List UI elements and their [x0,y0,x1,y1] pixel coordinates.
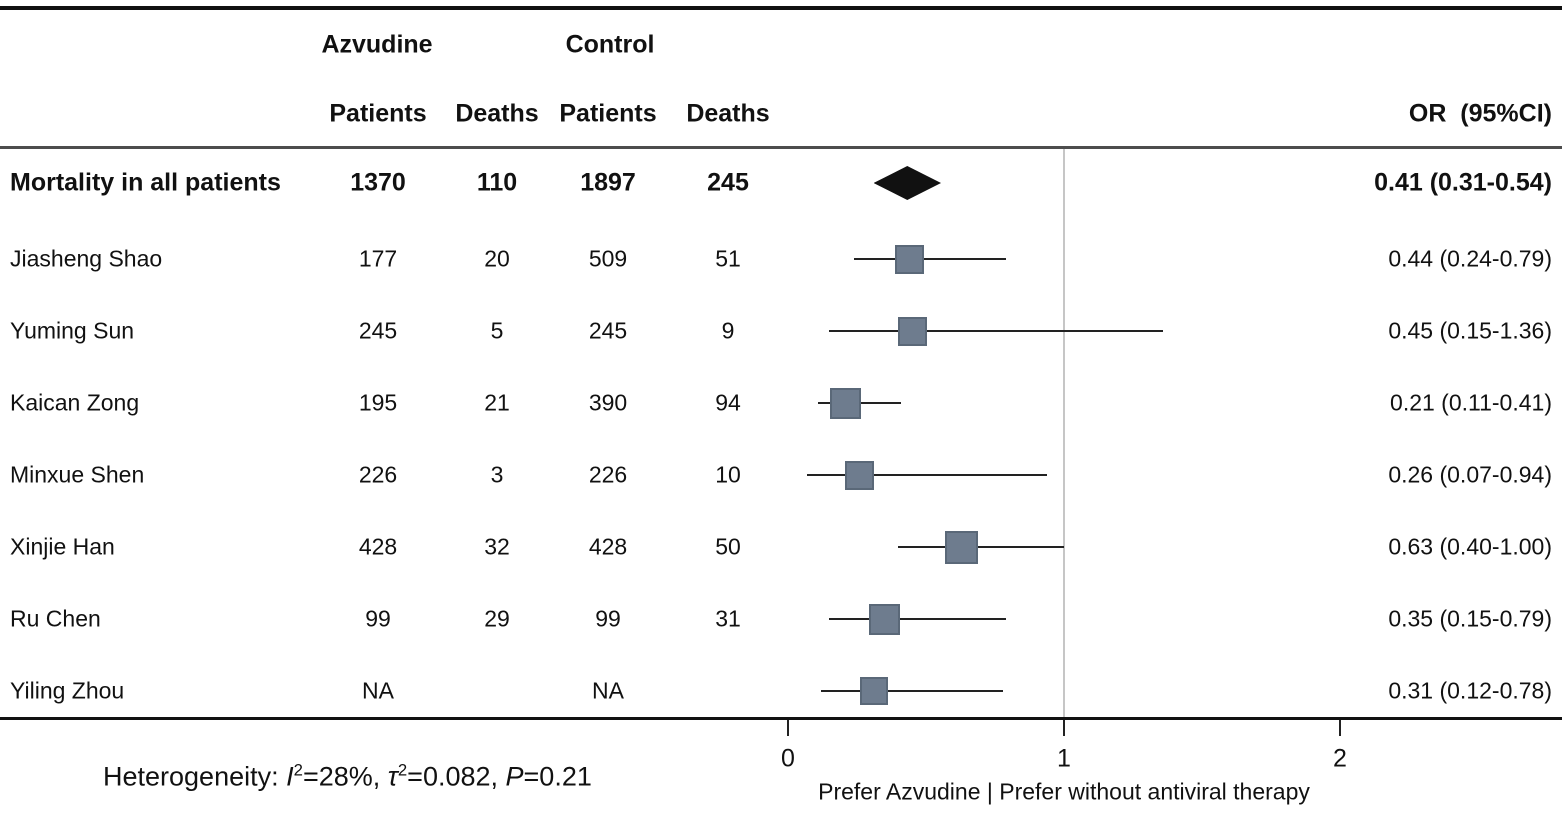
reference-line [1063,149,1065,717]
axis-tick [1339,720,1341,736]
control-deaths-value: 9 [721,317,735,344]
control-deaths-value: 50 [715,533,741,560]
control-deaths-value: 245 [707,168,749,197]
study-label: Yiling Zhou [10,677,125,704]
or-ci-value: 0.21 (0.11-0.41) [1390,389,1552,416]
heterogeneity-segment: 2 [397,760,408,780]
effect-square [830,387,862,419]
study-label: Yuming Sun [10,317,135,344]
or-ci-value: 0.41 (0.31-0.54) [1374,168,1552,197]
or-ci-value: 0.45 (0.15-1.36) [1388,317,1552,344]
heterogeneity-segment: Heterogeneity: [103,761,287,792]
or-ci-value: 0.31 (0.12-0.78) [1388,677,1552,704]
heterogeneity-segment: P [505,761,524,792]
heterogeneity-segment: 2 [293,760,303,780]
azvudine-patients-value: 195 [358,389,398,416]
heterogeneity-note: Heterogeneity: I2=28%, τ2=0.082, P=0.21 [103,762,592,793]
ci-line [807,474,1048,476]
heterogeneity-segment: =0.21 [523,761,592,792]
axis-label: Prefer Azvudine | Prefer without antivir… [818,778,1310,805]
column-header-or-ci: OR (95%CI) [1408,99,1552,128]
ci-line [821,690,1004,692]
ci-line [829,330,1164,332]
study-label: Minxue Shen [10,461,145,488]
study-label: Ru Chen [10,605,101,632]
azvudine-patients-value: 177 [358,245,398,272]
control-deaths-value: 51 [715,245,741,272]
azvudine-patients-value: 428 [358,533,398,560]
summary-diamond [873,166,942,200]
effect-square [869,603,901,635]
axis-tick-label: 2 [1333,744,1347,773]
control-patients-value: 99 [595,605,621,632]
azvudine-patients-value: 99 [365,605,391,632]
azvudine-deaths-value: 110 [476,168,518,197]
control-patients-value: 428 [588,533,628,560]
column-header-control-deaths: Deaths [686,99,770,128]
control-deaths-value: 31 [715,605,741,632]
heterogeneity-segment: =0.082, [407,761,506,792]
azvudine-deaths-value: 32 [484,533,510,560]
group-header-control: Control [565,30,655,59]
heterogeneity-segment: τ [387,761,398,792]
column-header-azvudine-deaths: Deaths [455,99,539,128]
azvudine-deaths-value: 20 [484,245,510,272]
effect-square [894,244,924,274]
or-ci-value: 0.44 (0.24-0.79) [1388,245,1552,272]
azvudine-patients-value: NA [362,677,394,704]
control-patients-value: NA [592,677,624,704]
study-label: Xinjie Han [10,533,115,560]
axis-line [0,717,1562,720]
heterogeneity-segment: I [286,761,294,792]
ci-line [829,618,1007,620]
column-header-azvudine-patients: Patients [329,99,427,128]
ci-line [898,546,1064,548]
azvudine-patients-value: 1370 [350,168,406,197]
group-header-azvudine: Azvudine [321,30,433,59]
control-patients-value: 1897 [580,168,636,197]
column-header-control-patients: Patients [559,99,657,128]
heterogeneity-segment: =28%, [302,761,388,792]
effect-square [859,677,888,705]
control-deaths-value: 94 [715,389,741,416]
axis-tick-label: 0 [781,744,795,773]
or-ci-value: 0.26 (0.07-0.94) [1388,461,1552,488]
header-rule [0,146,1562,149]
axis-tick [1063,720,1065,736]
axis-tick-label: 1 [1057,744,1071,773]
azvudine-deaths-value: 21 [484,389,510,416]
axis-tick [787,720,789,736]
summary-label: Mortality in all patients [10,168,281,197]
azvudine-deaths-value: 29 [484,605,510,632]
study-label: Jiasheng Shao [10,245,163,272]
control-patients-value: 390 [588,389,628,416]
study-label: Kaican Zong [10,389,140,416]
effect-square [897,316,927,346]
or-ci-value: 0.63 (0.40-1.00) [1388,533,1552,560]
effect-square [845,460,875,490]
or-ci-value: 0.35 (0.15-0.79) [1388,605,1552,632]
control-patients-value: 245 [588,317,628,344]
control-patients-value: 509 [588,245,628,272]
effect-square [945,530,979,564]
control-patients-value: 226 [588,461,628,488]
control-deaths-value: 10 [715,461,741,488]
azvudine-deaths-value: 5 [490,317,504,344]
azvudine-patients-value: 226 [358,461,398,488]
azvudine-patients-value: 245 [358,317,398,344]
top-rule [0,6,1562,10]
azvudine-deaths-value: 3 [490,461,504,488]
ci-line [854,258,1007,260]
